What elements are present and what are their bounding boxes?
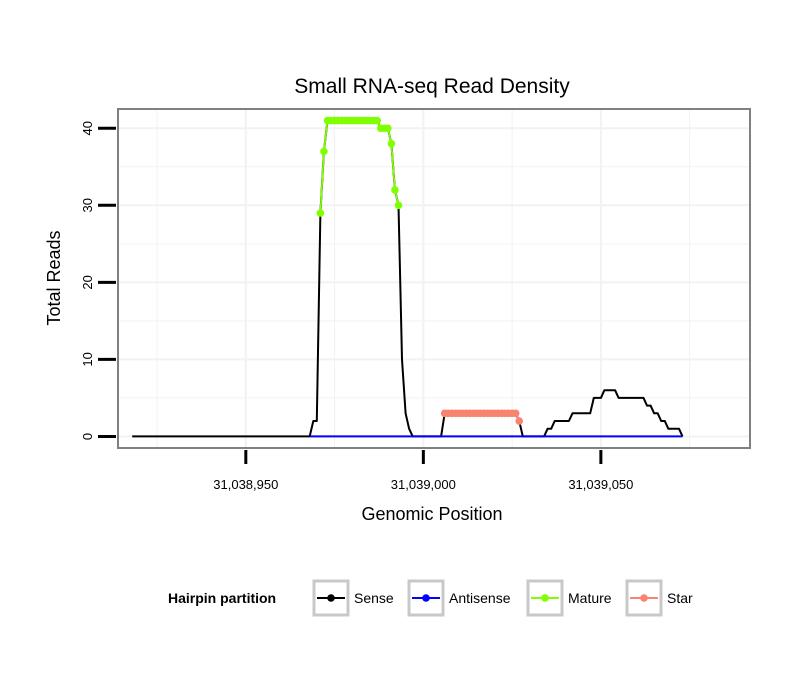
data-point-mature [316, 209, 325, 217]
legend-label-star: Star [667, 590, 693, 606]
chart-title: Small RNA-seq Read Density [294, 75, 570, 98]
data-point-mature [387, 139, 396, 148]
x-axis-ticks: 31,038,950 31,039,000 31,039,050 [213, 450, 633, 492]
legend-label-sense: Sense [354, 590, 394, 606]
x-axis-title: Genomic Position [361, 504, 502, 524]
legend-item-mature: Mature [526, 579, 612, 617]
legend-item-star: Star [625, 579, 693, 617]
data-point-mature [384, 124, 392, 133]
legend-title: Hairpin partition [168, 590, 276, 606]
panel-background [118, 109, 750, 448]
legend-key-marker [640, 594, 648, 602]
data-point-mature [320, 147, 328, 156]
legend-key-marker [422, 594, 430, 602]
legend-key-marker [327, 594, 335, 602]
legend-item-antisense: Antisense [407, 579, 511, 617]
plot-panel [117, 108, 751, 449]
legend-items: Sense Antisense Mature Star [312, 579, 693, 617]
data-point-mature [394, 201, 403, 210]
x-tick-label: 31,039,000 [391, 477, 456, 492]
series-mature [316, 116, 403, 217]
y-tick-label: 30 [80, 198, 95, 212]
data-point-mature [391, 186, 399, 194]
y-axis-ticks: 0 10 20 30 40 [80, 121, 116, 440]
y-tick-label: 20 [80, 275, 95, 289]
series-star [440, 409, 524, 425]
y-tick-label: 40 [80, 121, 95, 135]
data-point-star [511, 409, 520, 418]
legend-label-antisense: Antisense [449, 590, 511, 606]
x-tick-label: 31,039,050 [568, 477, 633, 492]
data-point-mature [373, 116, 381, 125]
series-layer [132, 116, 684, 438]
legend-key-marker [541, 594, 549, 602]
y-tick-label: 0 [80, 433, 95, 440]
legend-label-mature: Mature [568, 590, 612, 606]
legend: Hairpin partition Sense Antisense Mature St… [168, 579, 693, 617]
y-axis-title: Total Reads [44, 230, 64, 325]
data-point-star [515, 417, 524, 425]
y-tick-label: 10 [80, 352, 95, 366]
x-tick-label: 31,038,950 [213, 477, 278, 492]
panel-border [117, 108, 751, 449]
legend-item-sense: Sense [312, 579, 394, 617]
